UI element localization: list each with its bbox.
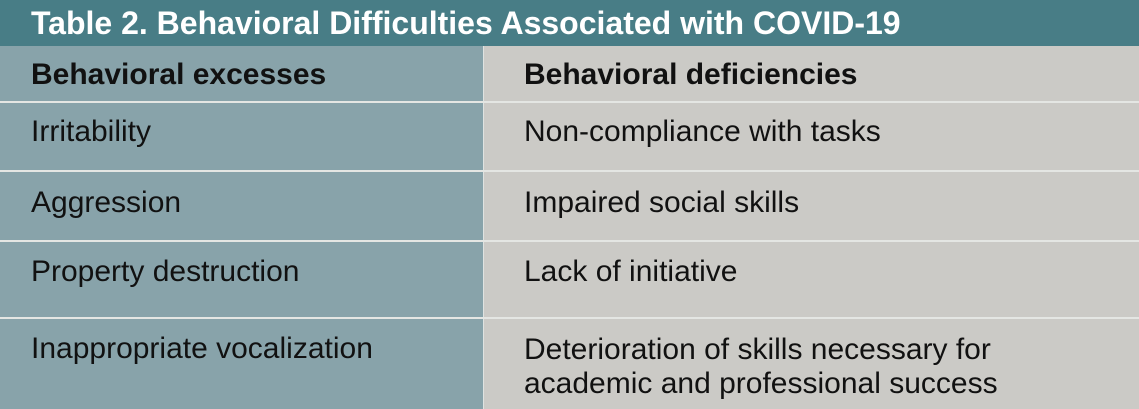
row-divider <box>0 101 1139 103</box>
excess-cell: Irritability <box>31 115 152 148</box>
excesses-column <box>0 46 483 409</box>
excess-cell: Property destruction <box>31 255 300 288</box>
deficiencies-column <box>484 46 1139 409</box>
column-divider <box>483 46 484 409</box>
deficiency-cell-line-1: Deterioration of skills necessary for <box>524 333 991 366</box>
excess-cell: Inappropriate vocalization <box>31 332 373 365</box>
deficiency-cell-line-2: academic and professional success <box>524 367 998 400</box>
excess-cell: Aggression <box>31 186 182 219</box>
header-behavioral-deficiencies: Behavioral deficiencies <box>524 58 858 91</box>
row-divider <box>0 240 1139 242</box>
deficiency-cell: Non-compliance with tasks <box>524 115 881 148</box>
header-behavioral-excesses: Behavioral excesses <box>31 58 327 91</box>
table-title: Table 2. Behavioral Difficulties Associa… <box>0 0 1139 46</box>
deficiency-cell: Lack of initiative <box>524 255 738 288</box>
row-divider <box>0 317 1139 319</box>
row-divider <box>0 170 1139 172</box>
deficiency-cell: Impaired social skills <box>524 186 800 219</box>
